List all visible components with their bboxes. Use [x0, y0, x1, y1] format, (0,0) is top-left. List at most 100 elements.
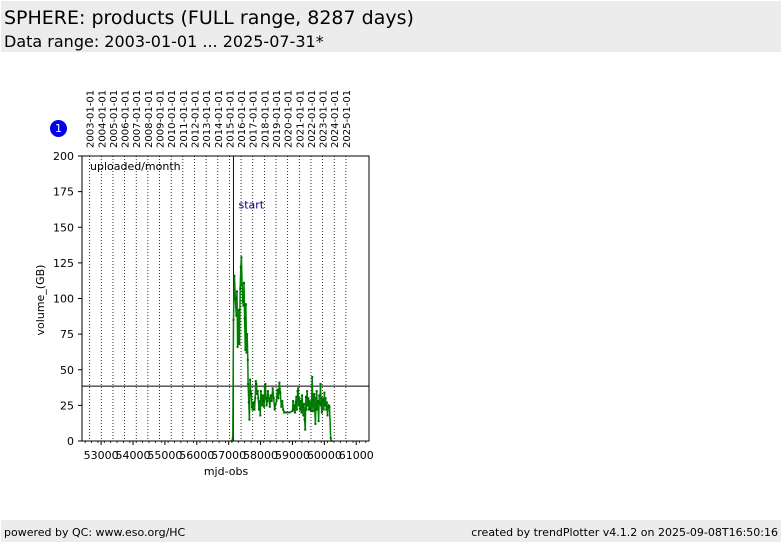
series-point — [282, 408, 285, 411]
x-tick-label: 56000 — [179, 449, 214, 462]
series-point — [247, 401, 250, 404]
year-label: 2018-01-01 — [260, 90, 271, 148]
series-line-uploaded — [231, 257, 333, 442]
series-point — [239, 266, 242, 269]
year-label: 2003-01-01 — [86, 90, 97, 148]
series-point — [266, 400, 269, 403]
series-point — [280, 405, 283, 408]
series-point — [267, 397, 270, 400]
series-point — [255, 383, 258, 385]
footer-credit: powered by QC: www.eso.org/HC — [4, 526, 186, 539]
series-point — [257, 397, 260, 400]
series-point — [278, 381, 281, 384]
year-label: 2011-01-01 — [179, 90, 190, 148]
series-point — [237, 340, 240, 343]
series-point — [312, 398, 315, 401]
series-point — [269, 394, 272, 397]
series-point — [325, 408, 328, 411]
year-label: 2006-01-01 — [121, 90, 132, 148]
series-point — [306, 390, 309, 393]
series-point — [308, 408, 310, 411]
x-tick-label: 53000 — [84, 449, 119, 462]
series-point — [301, 394, 303, 397]
series-point — [302, 414, 305, 417]
series-point — [297, 387, 300, 390]
series-point — [304, 428, 307, 431]
series-point — [292, 400, 295, 403]
series-point — [263, 385, 266, 388]
series-point — [327, 405, 330, 408]
series-point — [266, 390, 269, 393]
year-label: 2005-01-01 — [109, 90, 120, 148]
series-point — [281, 400, 284, 403]
series-point — [300, 411, 303, 414]
y-tick-label: 200 — [53, 150, 74, 163]
series-point — [245, 351, 248, 354]
series-point — [324, 404, 326, 407]
y-tick-label: 175 — [53, 186, 74, 199]
series-point — [251, 405, 253, 408]
series-point — [276, 388, 279, 391]
series-point — [249, 378, 252, 381]
number-badge[interactable]: 1 — [50, 120, 67, 137]
year-label: 2025-01-01 — [342, 90, 353, 148]
series-point — [244, 303, 247, 306]
series-point — [298, 397, 301, 400]
y-tick-label: 75 — [60, 328, 74, 341]
series-point — [236, 290, 238, 293]
series-points — [230, 256, 333, 442]
series-point — [293, 404, 296, 407]
series-point — [326, 414, 329, 417]
x-axis: 5300054000550005600057000580005900060000… — [84, 441, 374, 462]
series-point — [296, 390, 299, 393]
series-point — [259, 414, 262, 417]
series-point — [310, 410, 312, 413]
footer-created: created by trendPlotter v4.1.2 on 2025-0… — [471, 526, 778, 539]
year-label: 2022-01-01 — [307, 90, 318, 148]
start-label: start — [238, 199, 264, 212]
y-tick-label: 125 — [53, 257, 74, 270]
year-label: 2014-01-01 — [214, 90, 225, 148]
x-tick-label: 55000 — [147, 449, 182, 462]
series-point — [261, 404, 264, 407]
series-point — [323, 391, 326, 394]
series-point — [246, 358, 249, 361]
series-point — [314, 422, 317, 425]
x-axis-label: mjd-obs — [204, 465, 249, 478]
series-point — [303, 418, 306, 421]
year-labels: 2003-01-01 2004-01-01 2005-01-01 2006-01-01… — [86, 90, 353, 148]
series-point — [297, 404, 300, 407]
series-point — [242, 304, 245, 307]
series-point — [233, 274, 236, 277]
year-label: 2013-01-01 — [202, 90, 213, 148]
page-subtitle: Data range: 2003-01-01 ... 2025-07-31* — [4, 32, 324, 51]
series-point — [316, 408, 319, 411]
header-bar: SPHERE: products (FULL range, 8287 days)… — [1, 1, 781, 52]
series-point — [321, 397, 324, 400]
page-title: SPHERE: products (FULL range, 8287 days) — [4, 7, 414, 29]
y-axis-label: volume_(GB) — [34, 265, 47, 336]
year-label: 2004-01-01 — [97, 90, 108, 148]
series-point — [263, 405, 266, 408]
series-point — [294, 411, 296, 414]
series-point — [291, 410, 294, 413]
series-point — [261, 394, 264, 397]
series-point — [230, 440, 233, 442]
series-point — [247, 383, 250, 385]
series-point — [318, 402, 321, 405]
series-point — [248, 418, 251, 421]
y-axis: 0 25 50 75 100 125 150 175 200 — [53, 150, 82, 448]
series-point — [320, 404, 323, 407]
series-point — [258, 408, 260, 411]
series-point — [279, 391, 282, 394]
series-point — [254, 380, 257, 383]
footer-bar: powered by QC: www.eso.org/HC created by… — [1, 520, 781, 542]
series-point — [313, 408, 316, 411]
series-point — [239, 287, 242, 290]
x-tick-label: 60000 — [307, 449, 342, 462]
year-label: 2012-01-01 — [190, 90, 201, 148]
series-point — [328, 405, 331, 408]
series-point — [277, 397, 280, 400]
x-tick-label: 61000 — [339, 449, 374, 462]
